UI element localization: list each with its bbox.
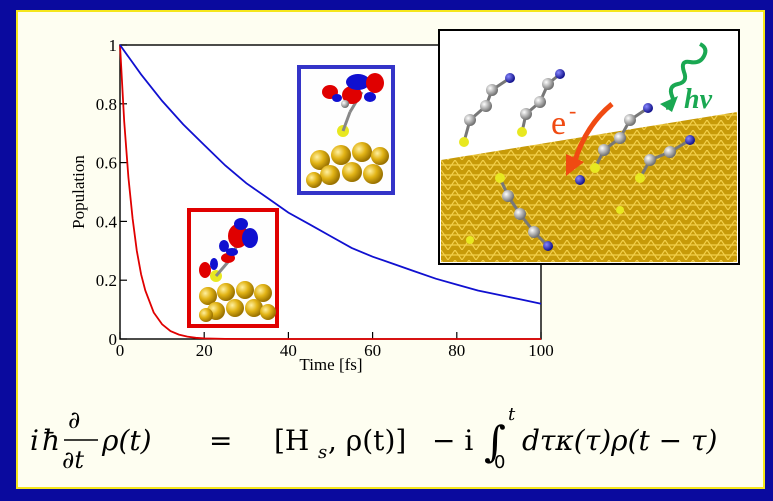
electron-arrow-head [566, 154, 584, 176]
fast-decay-orbital-inset [187, 208, 279, 328]
equation-commutator-subscript: s [318, 442, 327, 463]
x-axis-label: Time [fs] [299, 355, 362, 374]
equation-integral: ∫ [484, 417, 506, 466]
adsorbed-molecules [459, 69, 695, 251]
equation-partial-numerator: ∂ [68, 406, 80, 434]
y-tick-label: 1 [109, 36, 118, 55]
x-tick-label: 40 [280, 341, 297, 360]
x-tick-label: 20 [196, 341, 213, 360]
electron-charge-superscript: - [569, 98, 576, 123]
photon-wave-icon [665, 42, 708, 110]
y-tick-label: 0.6 [96, 154, 117, 173]
equation-minus-i: − i [432, 424, 473, 457]
equation-commutator: [H [274, 424, 309, 457]
equation-hbar: ħ [42, 424, 60, 457]
equation-partial-denominator: ∂t [62, 446, 84, 474]
x-tick-label: 0 [116, 341, 125, 360]
x-tick-label: 60 [364, 341, 381, 360]
electron-transfer-arrow [571, 102, 614, 165]
y-tick-label: 0.2 [96, 271, 117, 290]
photon-label: hν [684, 84, 713, 115]
equation-upper-limit: t [508, 404, 516, 425]
y-tick-label: 0.8 [96, 95, 117, 114]
y-tick-label: 0 [109, 330, 118, 349]
x-tick-label: 80 [448, 341, 465, 360]
equation-commutator-rest: , ρ(t)] [328, 424, 406, 457]
equation-equals: = [209, 424, 232, 457]
axis-ticks: 0 20 40 60 80 100 0 0.2 0.4 0.6 0.8 1 [96, 36, 554, 360]
series-line-0 [119, 44, 541, 340]
y-axis-label: Population [69, 155, 88, 229]
equation-integrand: dτκ(τ)ρ(t − τ) [522, 424, 717, 457]
equation-i: i [30, 424, 39, 457]
x-tick-label: 100 [528, 341, 554, 360]
surface-illustration: e - hν [438, 29, 740, 265]
slow-decay-orbital-inset [297, 65, 395, 195]
series-line-1 [119, 44, 542, 305]
equation-lower-limit: 0 [494, 452, 505, 473]
electron-label: e [551, 105, 566, 142]
y-tick-label: 0.4 [96, 212, 118, 231]
photon-arrow-head [660, 96, 678, 112]
master-equation: i ħ ∂ ∂t ρ(t) = [H s , ρ(t)] − i ∫ t 0 d… [30, 404, 717, 474]
equation-rho-lhs: ρ(t) [101, 424, 152, 457]
data-series [119, 44, 542, 340]
